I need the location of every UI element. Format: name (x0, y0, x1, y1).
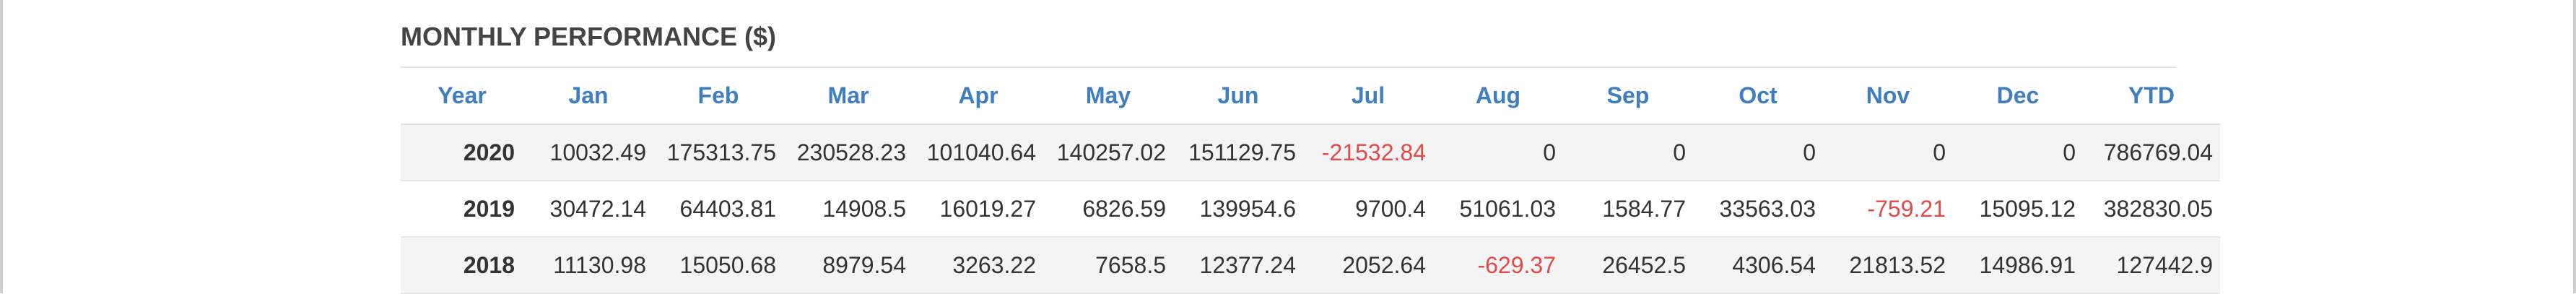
column-header-aug: Aug (1433, 68, 1563, 125)
value-cell: 14986.91 (1953, 237, 2083, 294)
value-cell: 15095.12 (1953, 181, 2083, 238)
value-cell: 21813.52 (1823, 237, 1953, 294)
column-header-jun: Jun (1173, 68, 1303, 125)
table-row: 2019 30472.14 64403.81 14908.5 16019.27 … (401, 181, 2220, 238)
table-header-row: Year Jan Feb Mar Apr May Jun Jul Aug Sep… (401, 68, 2220, 125)
value-cell: 3263.22 (913, 237, 1043, 294)
value-cell: 10032.49 (523, 124, 653, 181)
column-header-dec: Dec (1953, 68, 2083, 125)
monthly-performance-table: Year Jan Feb Mar Apr May Jun Jul Aug Sep… (401, 68, 2220, 294)
value-cell: 0 (1953, 124, 2083, 181)
value-cell: 2052.64 (1303, 237, 1433, 294)
panel-title: MONTHLY PERFORMANCE ($) (401, 0, 2177, 68)
value-cell: -759.21 (1823, 181, 1953, 238)
column-header-year: Year (401, 68, 523, 125)
value-cell: 30472.14 (523, 181, 653, 238)
value-cell: 26452.5 (1563, 237, 1693, 294)
ytd-cell: 127442.9 (2083, 237, 2220, 294)
column-header-jan: Jan (523, 68, 653, 125)
value-cell: 51061.03 (1433, 181, 1563, 238)
value-cell: 8979.54 (783, 237, 913, 294)
value-cell: 151129.75 (1173, 124, 1303, 181)
value-cell: 0 (1433, 124, 1563, 181)
value-cell: 9700.4 (1303, 181, 1433, 238)
column-header-jul: Jul (1303, 68, 1433, 125)
value-cell: 0 (1693, 124, 1823, 181)
value-cell: 64403.81 (653, 181, 783, 238)
year-cell: 2020 (401, 124, 523, 181)
column-header-nov: Nov (1823, 68, 1953, 125)
value-cell: 0 (1823, 124, 1953, 181)
column-header-apr: Apr (913, 68, 1043, 125)
value-cell: 0 (1563, 124, 1693, 181)
value-cell: 4306.54 (1693, 237, 1823, 294)
column-header-feb: Feb (653, 68, 783, 125)
value-cell: 7658.5 (1043, 237, 1173, 294)
ytd-cell: 786769.04 (2083, 124, 2220, 181)
column-header-sep: Sep (1563, 68, 1693, 125)
value-cell: -629.37 (1433, 237, 1563, 294)
column-header-oct: Oct (1693, 68, 1823, 125)
column-header-ytd: YTD (2083, 68, 2220, 125)
value-cell: 139954.6 (1173, 181, 1303, 238)
year-cell: 2018 (401, 237, 523, 294)
value-cell: 14908.5 (783, 181, 913, 238)
window-right-border (2573, 0, 2576, 293)
ytd-cell: 382830.05 (2083, 181, 2220, 238)
value-cell: 11130.98 (523, 237, 653, 294)
value-cell: 140257.02 (1043, 124, 1173, 181)
year-cell: 2019 (401, 181, 523, 238)
table-row: 2020 10032.49 175313.75 230528.23 101040… (401, 124, 2220, 181)
column-header-mar: Mar (783, 68, 913, 125)
value-cell: 33563.03 (1693, 181, 1823, 238)
value-cell: 175313.75 (653, 124, 783, 181)
monthly-performance-panel: MONTHLY PERFORMANCE ($) Year Jan Feb Mar… (401, 0, 2220, 294)
table-row: 2018 11130.98 15050.68 8979.54 3263.22 7… (401, 237, 2220, 294)
value-cell: -21532.84 (1303, 124, 1433, 181)
value-cell: 230528.23 (783, 124, 913, 181)
value-cell: 15050.68 (653, 237, 783, 294)
value-cell: 1584.77 (1563, 181, 1693, 238)
value-cell: 16019.27 (913, 181, 1043, 238)
column-header-may: May (1043, 68, 1173, 125)
value-cell: 12377.24 (1173, 237, 1303, 294)
value-cell: 101040.64 (913, 124, 1043, 181)
value-cell: 6826.59 (1043, 181, 1173, 238)
window-left-border (0, 0, 3, 293)
